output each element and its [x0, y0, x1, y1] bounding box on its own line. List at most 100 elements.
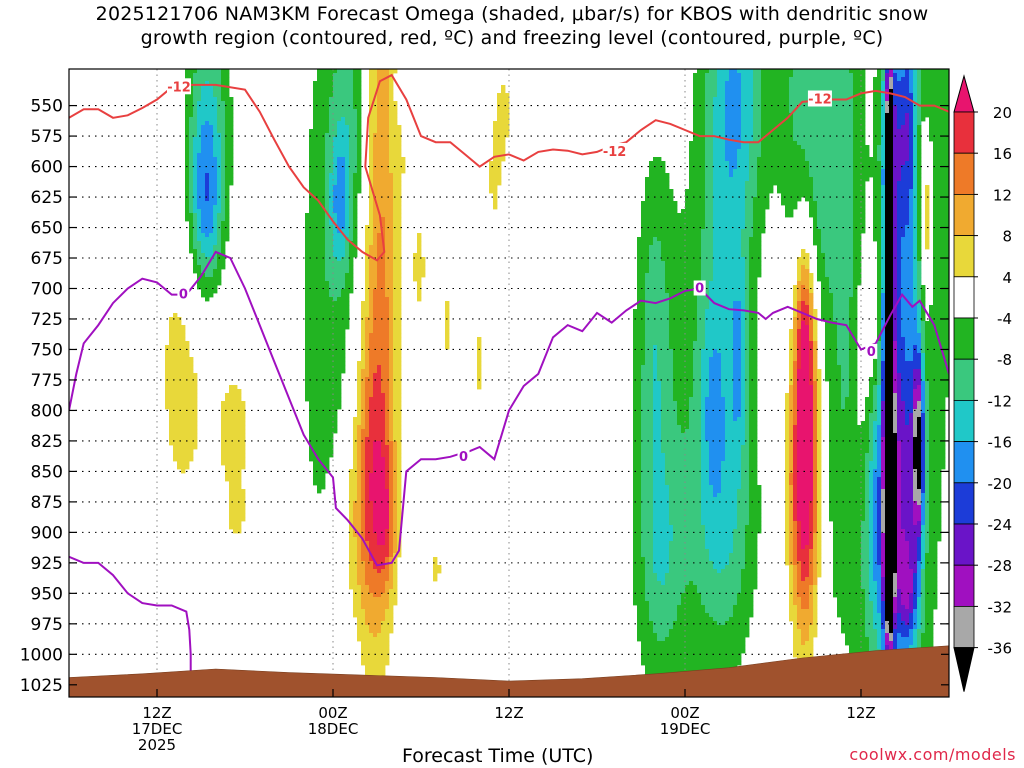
omega-cell [373, 129, 378, 134]
omega-cell [377, 97, 382, 102]
omega-cell [381, 261, 386, 266]
omega-cell [329, 449, 334, 454]
omega-cell [209, 281, 214, 286]
omega-cell [381, 589, 386, 594]
omega-cell [669, 625, 674, 630]
omega-cell [397, 305, 402, 310]
omega-cell [381, 445, 386, 450]
omega-cell [669, 521, 674, 526]
omega-cell [377, 373, 382, 378]
omega-cell [649, 325, 654, 330]
omega-cell [333, 93, 338, 98]
omega-cell [665, 345, 670, 350]
omega-cell [333, 397, 338, 402]
omega-cell [361, 585, 366, 590]
omega-cell [321, 189, 326, 194]
omega-cell [317, 333, 322, 338]
omega-cell [361, 493, 366, 498]
omega-cell [381, 273, 386, 278]
omega-cell [313, 397, 318, 402]
omega-cell [217, 265, 222, 270]
omega-cell [493, 185, 498, 190]
omega-cell [649, 385, 654, 390]
omega-cell [209, 169, 214, 174]
omega-cell [341, 333, 346, 338]
omega-cell [393, 601, 398, 606]
omega-cell [337, 257, 342, 262]
omega-cell [389, 565, 394, 570]
omega-cell [653, 377, 658, 382]
omega-cell [317, 385, 322, 390]
omega-cell [197, 233, 202, 238]
omega-cell [633, 601, 638, 606]
omega-cell [385, 233, 390, 238]
omega-cell [393, 233, 398, 238]
omega-cell [213, 93, 218, 98]
omega-cell [389, 465, 394, 470]
omega-cell [381, 129, 386, 134]
omega-cell [653, 229, 658, 234]
omega-cell [353, 593, 358, 598]
omega-cell [357, 185, 362, 190]
omega-cell [357, 557, 362, 562]
omega-cell [209, 241, 214, 246]
omega-cell [653, 461, 658, 466]
omega-cell [193, 429, 198, 434]
omega-cell [669, 653, 674, 658]
omega-cell [645, 521, 650, 526]
omega-cell [329, 349, 334, 354]
omega-cell [645, 665, 650, 670]
omega-cell [317, 145, 322, 150]
omega-cell [329, 421, 334, 426]
omega-cell [213, 89, 218, 94]
omega-cell [209, 73, 214, 78]
omega-cell [325, 165, 330, 170]
omega-cell [397, 365, 402, 370]
omega-cell [205, 77, 210, 82]
omega-cell [361, 413, 366, 418]
omega-cell [333, 81, 338, 86]
omega-cell [393, 577, 398, 582]
omega-cell [637, 429, 642, 434]
omega-cell [377, 489, 382, 494]
omega-cell [345, 93, 350, 98]
omega-cell [385, 649, 390, 654]
omega-cell [189, 121, 194, 126]
omega-cell [213, 165, 218, 170]
omega-cell [317, 181, 322, 186]
omega-cell [185, 361, 190, 366]
omega-cell [329, 173, 334, 178]
omega-cell [653, 629, 658, 634]
omega-cell [637, 249, 642, 254]
omega-cell [353, 221, 358, 226]
omega-cell [649, 493, 654, 498]
omega-cell [321, 393, 326, 398]
omega-cell [385, 457, 390, 462]
omega-cell [317, 405, 322, 410]
omega-cell [325, 441, 330, 446]
omega-cell [669, 513, 674, 518]
omega-cell [381, 193, 386, 198]
omega-cell [177, 441, 182, 446]
omega-cell [381, 581, 386, 586]
omega-cell [205, 189, 210, 194]
omega-cell [337, 145, 342, 150]
omega-cell [645, 489, 650, 494]
omega-cell [665, 293, 670, 298]
omega-cell [669, 205, 674, 210]
omega-cell [645, 529, 650, 534]
omega-cell [353, 137, 358, 142]
omega-cell [369, 421, 374, 426]
omega-cell [377, 633, 382, 638]
omega-cell [213, 237, 218, 242]
omega-cell [349, 497, 354, 502]
omega-cell [661, 313, 666, 318]
omega-cell [393, 557, 398, 562]
omega-cell [389, 109, 394, 114]
omega-cell [641, 373, 646, 378]
omega-cell [337, 165, 342, 170]
omega-cell [329, 117, 334, 122]
omega-cell [397, 233, 402, 238]
omega-cell [321, 285, 326, 290]
omega-cell [669, 489, 674, 494]
